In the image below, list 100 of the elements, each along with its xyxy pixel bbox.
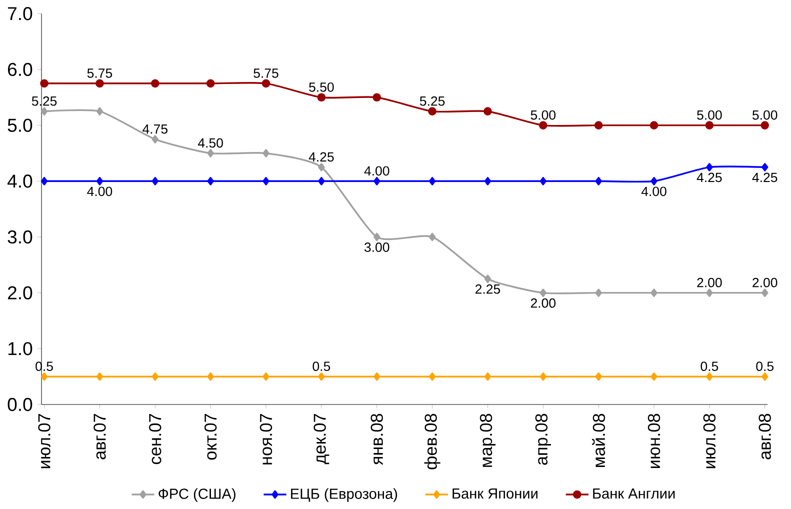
x-tick-label: сен.07 [149,414,162,464]
x-tick-label: окт.07 [204,414,217,460]
point [428,372,436,381]
point [650,372,658,381]
point [595,288,602,298]
x-tick-label: мар.08 [480,414,496,468]
point [318,372,325,381]
point [428,107,436,116]
point [540,177,546,186]
point [262,79,270,88]
point [318,177,325,186]
data-label: 5.25 [32,96,57,106]
x-tick-label: ноя.07 [260,414,272,464]
data-label: 5.00 [752,110,778,120]
point [706,163,713,172]
point [152,135,158,144]
point [650,288,658,298]
data-label: 3.00 [364,242,390,252]
point [760,121,770,130]
point [594,121,603,130]
data-label: 5.75 [254,68,278,78]
point [96,79,104,88]
x-tick-label: дек.07 [314,414,330,464]
point [374,372,380,381]
point [538,121,548,130]
point [207,177,214,186]
data-label: 4.00 [87,186,112,196]
point [96,372,104,381]
point [372,93,382,102]
y-tick-label: 0.0 [8,398,32,412]
data-label: 0.5 [756,362,774,372]
point [540,288,546,298]
point [150,79,160,88]
point [317,93,326,102]
data-label: 2.25 [475,284,500,294]
data-label: 0.5 [36,362,53,372]
point [595,372,602,381]
point [540,372,546,381]
point [152,372,158,381]
data-label: 5.00 [530,110,556,120]
point [428,232,436,242]
data-label: 5.25 [420,96,445,106]
y-tick-label: 3.0 [8,230,32,244]
y-tick-label: 7.0 [8,7,32,20]
x-tick-label: июл.08 [703,414,716,468]
x-tick-label: июн.08 [648,414,660,468]
point [40,79,48,88]
y-tick-label: 4.0 [7,174,32,188]
y-tick-label: 1.0 [8,342,32,356]
y-tick-label: 2.0 [8,286,32,300]
point [484,274,492,284]
data-label: 4.25 [308,152,334,162]
data-label: 4.75 [142,124,168,134]
x-tick-label: авг.08 [758,414,771,460]
point [152,177,158,186]
point [206,79,215,88]
x-tick-label: июл.07 [38,414,50,468]
point [318,163,325,172]
legend-label: ЕЦБ (Еврозона) [291,488,398,502]
data-label: 4.25 [752,172,778,182]
data-label: 2.00 [752,278,778,288]
point [96,107,104,116]
x-tick-label: фев.08 [424,414,440,470]
data-label: 4.00 [641,186,666,196]
x-tick-label: янв.08 [370,414,383,466]
legend-label: ФРС (США) [158,488,236,502]
point [706,288,713,298]
data-label: 5.50 [309,82,334,92]
point [762,163,768,172]
x-tick-label: май.08 [592,414,606,468]
point [40,107,48,116]
x-tick-label: авг.07 [94,414,106,460]
point [484,372,492,381]
data-label: 2.00 [697,278,722,288]
point [762,288,768,298]
data-label: 4.00 [364,166,390,176]
point [96,177,104,186]
point [705,121,714,130]
point [650,177,658,186]
y-tick-label: 5.0 [8,118,32,132]
x-tick-label: апр.08 [535,414,551,465]
point [374,177,380,186]
point [207,149,214,158]
y-tick-label: 6.0 [8,63,32,76]
point [262,372,270,381]
point [262,149,270,158]
point [484,177,492,186]
point [374,232,380,242]
data-label: 0.5 [700,362,718,372]
data-label: 4.25 [696,172,722,182]
point [484,107,492,116]
data-label: 5.75 [87,68,112,78]
data-label: 5.00 [697,110,722,120]
data-label: 0.5 [312,362,330,372]
point [207,372,214,381]
legend-label: Банк Японии [452,488,538,499]
point [706,372,713,381]
data-label: 2.00 [530,298,556,308]
data-label: 4.50 [198,138,223,148]
point [762,372,768,381]
